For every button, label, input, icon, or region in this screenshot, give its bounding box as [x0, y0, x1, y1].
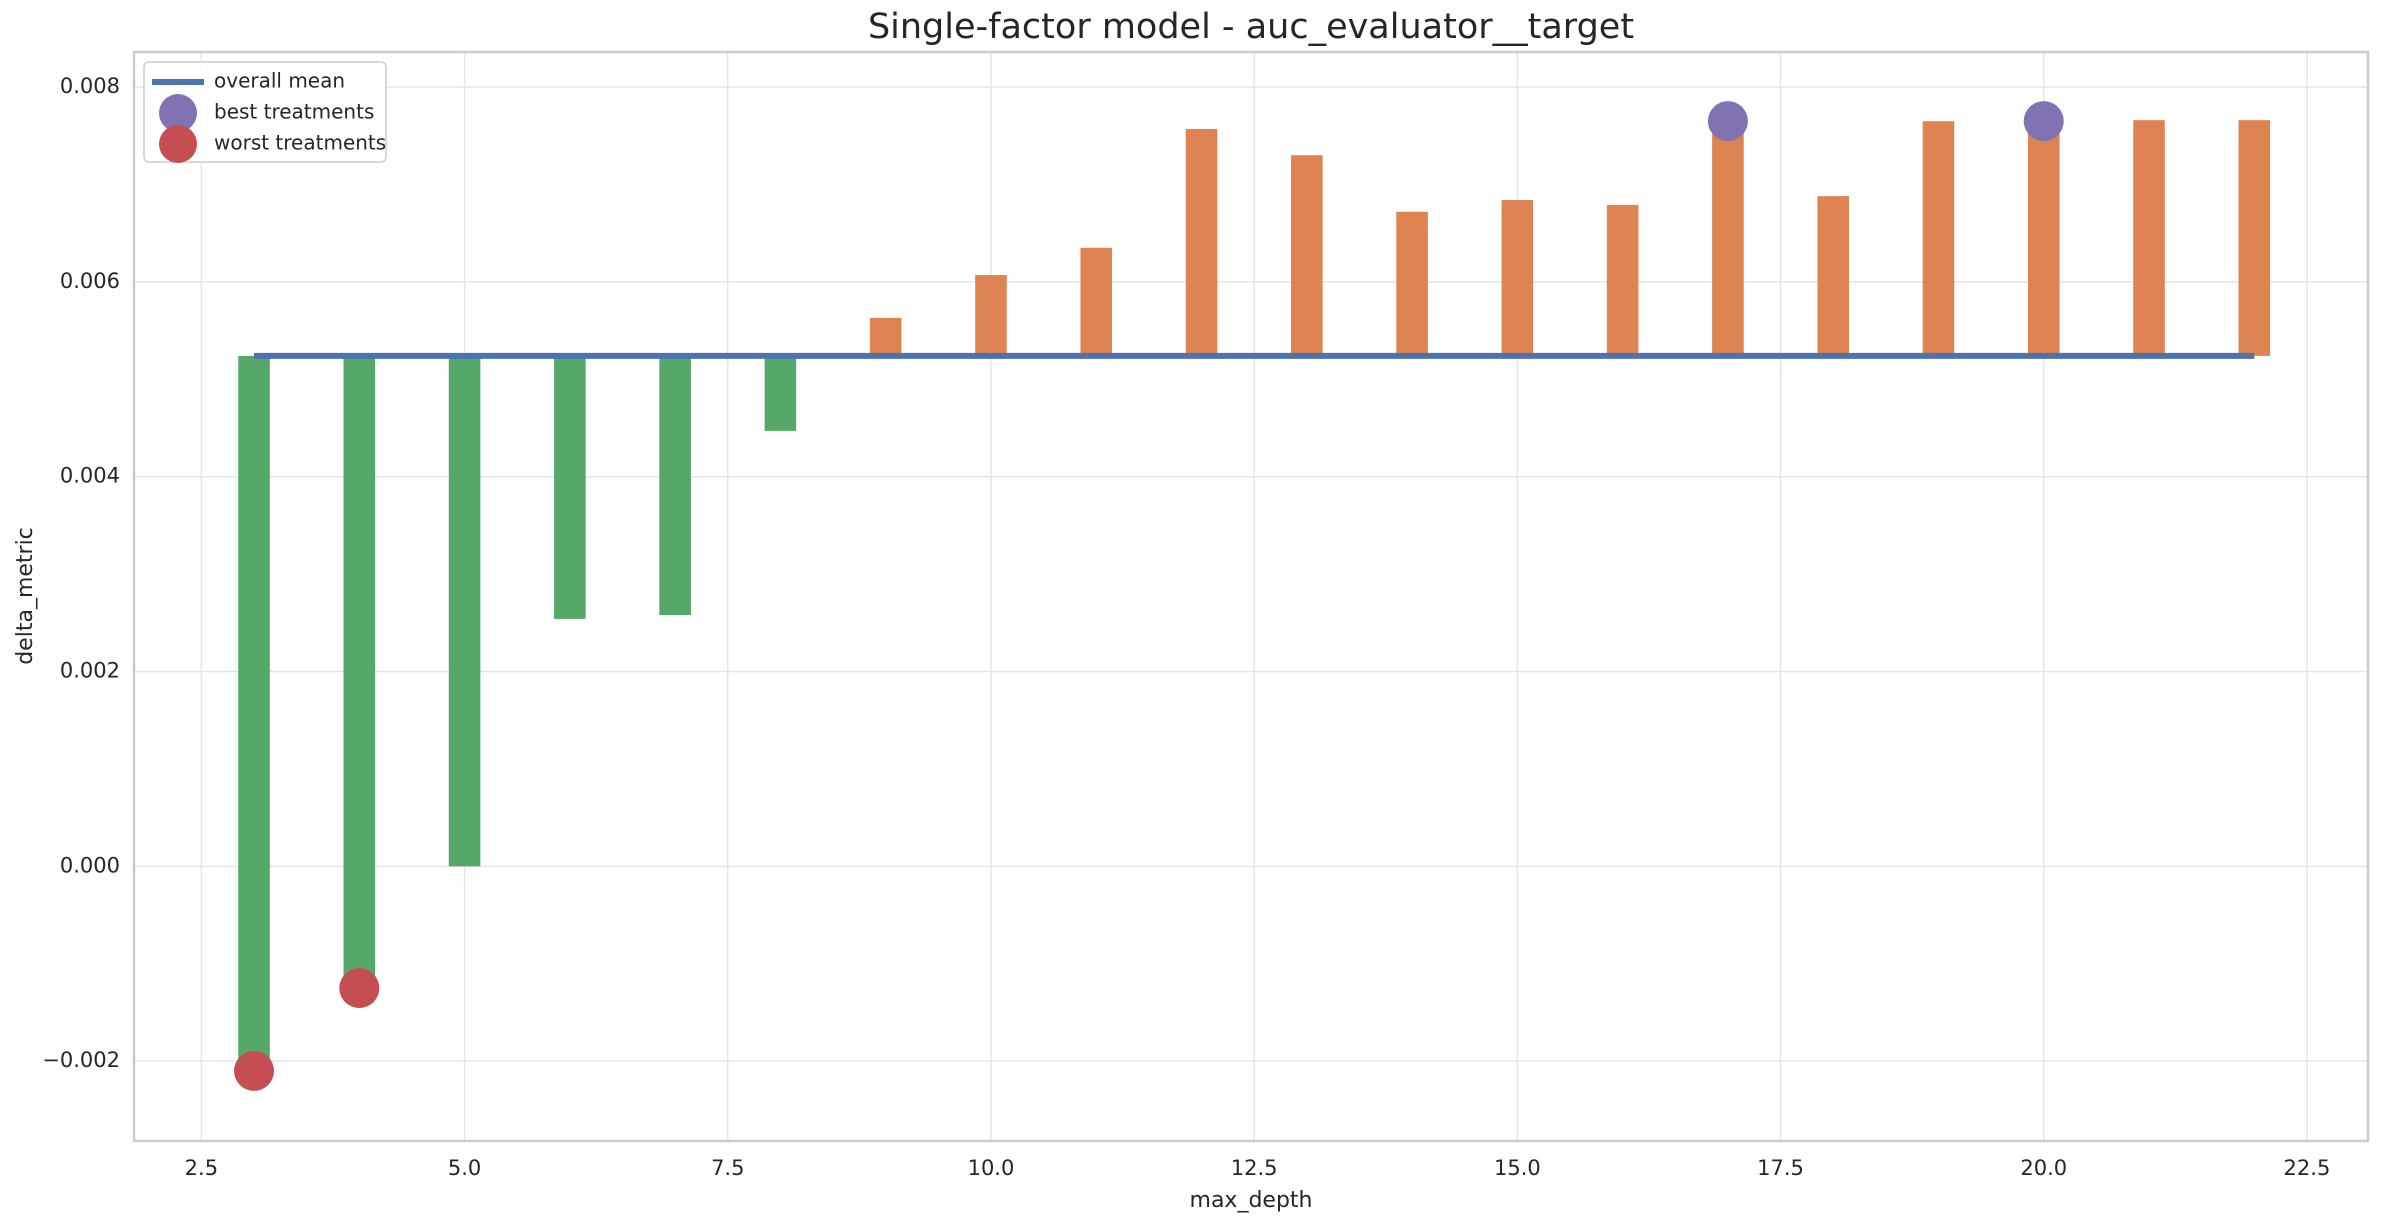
bar [1817, 196, 1849, 356]
x-tick-label: 20.0 [2020, 1156, 2067, 1180]
bar [554, 355, 586, 619]
y-tick-label: 0.000 [60, 853, 120, 877]
bar [1606, 204, 1639, 356]
x-tick-label: 10.0 [968, 1156, 1015, 1180]
x-tick-label: 15.0 [1494, 1156, 1541, 1180]
worst-marker [234, 1050, 275, 1091]
bar [869, 317, 902, 356]
best-marker [2023, 101, 2064, 142]
x-tick-label: 22.5 [2284, 1156, 2331, 1180]
legend-box [143, 61, 387, 163]
y-axis-label: delta_metric [13, 527, 38, 665]
bar [659, 355, 691, 616]
bar [2133, 120, 2165, 356]
worst-marker [339, 968, 380, 1009]
bar [1501, 200, 1534, 356]
y-tick-label: 0.002 [60, 659, 120, 683]
bar [975, 275, 1007, 356]
bar [764, 355, 797, 431]
bar [2027, 121, 2060, 356]
bar [238, 355, 270, 1071]
bar [1080, 247, 1113, 356]
legend-label: worst treatments [214, 131, 386, 155]
bar [1396, 211, 1428, 356]
bar [1185, 128, 1218, 356]
bar [1291, 155, 1323, 356]
y-tick-label: 0.008 [60, 74, 120, 98]
bar [2238, 120, 2271, 356]
x-tick-label: 12.5 [1231, 1156, 1278, 1180]
x-tick-label: 17.5 [1757, 1156, 1804, 1180]
y-tick-label: −0.002 [42, 1048, 120, 1072]
legend-marker [159, 94, 197, 132]
legend-label: overall mean [214, 69, 345, 93]
legend-marker [159, 125, 197, 163]
y-tick-label: 0.004 [60, 464, 120, 488]
x-tick-label: 2.5 [185, 1156, 218, 1180]
x-tick-label: 7.5 [711, 1156, 744, 1180]
bar [1712, 121, 1744, 356]
bar [448, 355, 481, 867]
y-tick-label: 0.006 [60, 269, 120, 293]
best-marker [1707, 101, 1748, 142]
bar [343, 355, 376, 989]
x-axis-label: max_depth [1190, 1188, 1313, 1213]
bar [1922, 121, 1955, 356]
legend-label: best treatments [214, 100, 374, 124]
x-tick-label: 5.0 [448, 1156, 481, 1180]
chart-title: Single-factor model - auc_evaluator__tar… [868, 7, 1634, 47]
plot-frame [132, 50, 2370, 1143]
